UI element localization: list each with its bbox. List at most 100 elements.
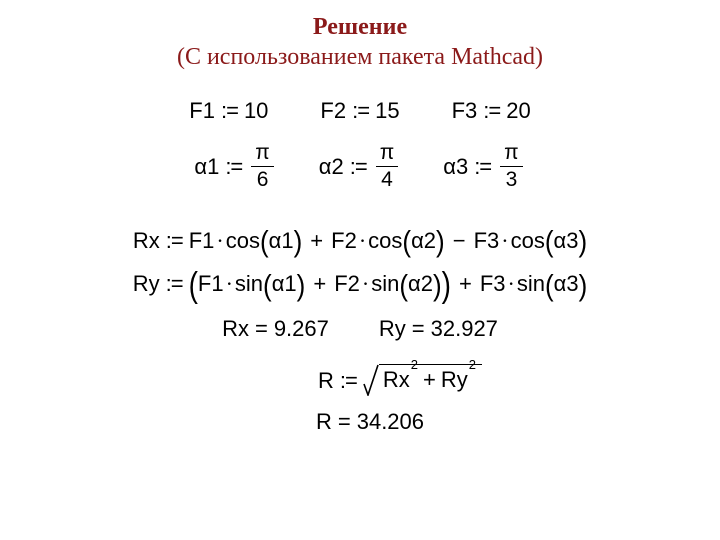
- Ry-expr: Ry := ( F1 · sin ( α1 ) + F2 · sin ( α2 …: [133, 268, 588, 300]
- cos: cos: [511, 228, 545, 254]
- R-label: R: [316, 409, 332, 435]
- Ry-label: Ry: [133, 271, 160, 297]
- F1-label: F1: [189, 98, 215, 124]
- frac-bar: [251, 166, 274, 167]
- t: F1: [198, 271, 224, 297]
- a3-den: 3: [502, 169, 522, 191]
- eq-op: =: [332, 409, 357, 435]
- plus-op: +: [418, 367, 441, 393]
- dot-op: ·: [506, 271, 517, 297]
- def-a3: α3 := π 3: [443, 142, 525, 191]
- t: α3: [554, 271, 579, 297]
- Rx-label: Rx: [222, 316, 249, 342]
- eq-op: =: [406, 316, 431, 342]
- t: F2: [334, 271, 360, 297]
- radicand: Rx 2 + Ry 2: [379, 364, 482, 397]
- Rx-value: 9.267: [274, 316, 329, 342]
- a2-label: α2: [319, 154, 344, 180]
- title-block: Решение (С использованием пакета Mathcad…: [0, 12, 720, 72]
- lparen: (: [402, 224, 411, 260]
- lparen: (: [263, 267, 272, 303]
- rparen: ): [436, 224, 445, 260]
- plus-op: +: [305, 271, 334, 297]
- lparen: (: [189, 265, 198, 305]
- rparen: ): [579, 267, 588, 303]
- radical-icon: [363, 364, 379, 396]
- rparen: ): [442, 265, 451, 305]
- dot-op: ·: [499, 228, 510, 254]
- t: F3: [480, 271, 506, 297]
- title-main: Решение: [0, 12, 720, 42]
- Ry-value: 32.927: [431, 316, 498, 342]
- assign-op: :=: [215, 98, 244, 124]
- minus-op: −: [445, 228, 474, 254]
- frac-bar: [500, 166, 523, 167]
- lparen: (: [260, 224, 269, 260]
- t: α1: [269, 228, 294, 254]
- slide: Решение (С использованием пакета Mathcad…: [0, 0, 720, 540]
- a1-frac: π 6: [251, 142, 274, 191]
- R-label: R: [318, 368, 334, 394]
- row-R-value: R = 34.206: [0, 409, 720, 435]
- plus-op: +: [451, 271, 480, 297]
- math-area: F1 := 10 F2 := 15 F3 := 20 α1 := π: [0, 98, 720, 435]
- a2-num: π: [376, 142, 399, 164]
- a3-frac: π 3: [500, 142, 523, 191]
- R-def: R := Rx 2 + Ry 2: [318, 364, 482, 397]
- sin: sin: [517, 271, 545, 297]
- t: F1: [189, 228, 215, 254]
- def-F3: F3 := 20: [452, 98, 531, 124]
- lparen: (: [399, 267, 408, 303]
- rparen: ): [578, 224, 587, 260]
- row-angles: α1 := π 6 α2 := π 4 α3 :=: [0, 142, 720, 191]
- assign-op: :=: [477, 98, 506, 124]
- row-RxRy-values: Rx = 9.267 Ry = 32.927: [0, 316, 720, 342]
- rparen: ): [297, 267, 306, 303]
- def-a2: α2 := π 4: [319, 142, 401, 191]
- rparen: ): [433, 267, 442, 303]
- t: α1: [272, 271, 297, 297]
- def-F2: F2 := 15: [320, 98, 399, 124]
- F3-value: 20: [506, 98, 530, 124]
- assign-op: :=: [160, 228, 189, 254]
- t: α2: [408, 271, 433, 297]
- R-value: 34.206: [357, 409, 424, 435]
- Rx-label: Rx: [133, 228, 160, 254]
- exp2: 2: [411, 357, 418, 372]
- sin: sin: [235, 271, 263, 297]
- assign-op: :=: [344, 154, 373, 180]
- t: Rx: [383, 367, 410, 393]
- F1-value: 10: [244, 98, 268, 124]
- row-Ry-expr: Ry := ( F1 · sin ( α1 ) + F2 · sin ( α2 …: [0, 268, 720, 300]
- a1-den: 6: [253, 169, 273, 191]
- Rx-result: Rx = 9.267: [222, 316, 329, 342]
- a1-num: π: [251, 142, 274, 164]
- t: F2: [331, 228, 357, 254]
- row-forces: F1 := 10 F2 := 15 F3 := 20: [0, 98, 720, 124]
- a2-den: 4: [377, 169, 397, 191]
- lparen: (: [545, 267, 554, 303]
- assign-op: :=: [160, 271, 189, 297]
- R-result: R = 34.206: [316, 409, 424, 435]
- assign-op: :=: [468, 154, 497, 180]
- dot-op: ·: [214, 228, 225, 254]
- lparen: (: [545, 224, 554, 260]
- Ry-result: Ry = 32.927: [379, 316, 498, 342]
- assign-op: :=: [334, 368, 363, 394]
- dot-op: ·: [357, 228, 368, 254]
- eq-op: =: [249, 316, 274, 342]
- row-Rx-expr: Rx := F1 · cos ( α1 ) + F2 · cos ( α2 ) …: [0, 225, 720, 256]
- sin: sin: [371, 271, 399, 297]
- Ry-label: Ry: [379, 316, 406, 342]
- rparen: ): [294, 224, 303, 260]
- def-a1: α1 := π 6: [194, 142, 276, 191]
- dot-op: ·: [360, 271, 371, 297]
- a3-label: α3: [443, 154, 468, 180]
- a2-frac: π 4: [376, 142, 399, 191]
- t: Ry: [441, 367, 468, 393]
- a3-num: π: [500, 142, 523, 164]
- cos: cos: [226, 228, 260, 254]
- exp2: 2: [469, 357, 476, 372]
- row-R-def: R := Rx 2 + Ry 2: [0, 364, 720, 397]
- t: F3: [474, 228, 500, 254]
